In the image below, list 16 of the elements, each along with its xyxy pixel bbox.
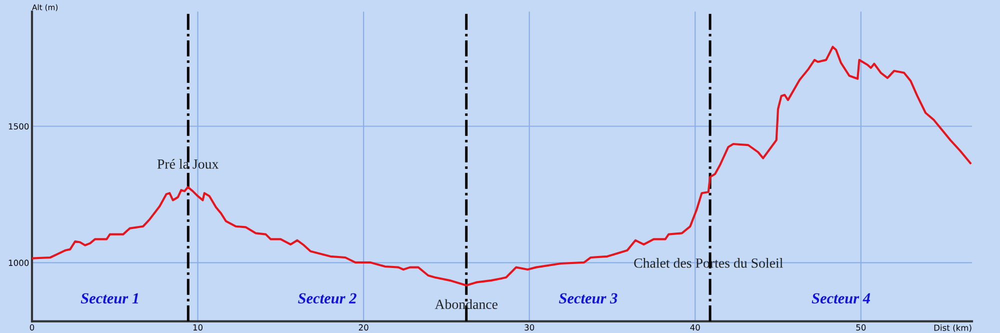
annotation: Secteur 4: [812, 293, 870, 304]
annotation: Secteur 1: [80, 293, 138, 304]
x-tick-label: 50: [856, 324, 866, 331]
x-axis-title: Dist (km): [934, 324, 972, 332]
x-tick-label: 20: [358, 324, 368, 331]
annotation: Secteur 2: [298, 293, 356, 304]
annotation: Secteur 3: [558, 293, 618, 304]
y-tick-label: 1000: [8, 260, 29, 266]
line-series: [32, 46, 972, 286]
annotation: Abondance: [434, 299, 498, 309]
y-tick-label: 1500: [8, 123, 29, 130]
x-tick-label: 30: [524, 324, 534, 331]
x-tick-label: 10: [193, 324, 203, 331]
x-tick-label: 0: [30, 324, 34, 331]
annotation: Pré la Joux: [157, 158, 219, 169]
x-tick-label: 40: [690, 324, 700, 331]
